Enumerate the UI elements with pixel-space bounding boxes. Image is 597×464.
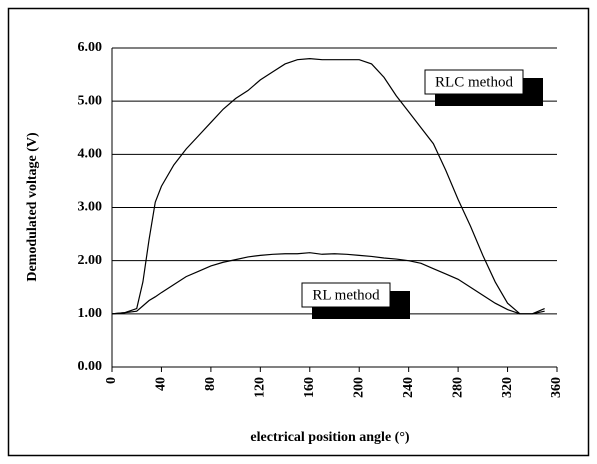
x-axis-label: electrical position angle (°) [250, 430, 410, 445]
y-tick-label: 3.00 [78, 200, 103, 215]
y-tick-label: 6.00 [78, 40, 103, 55]
y-tick-label: 4.00 [78, 147, 103, 162]
series-line [111, 58, 545, 315]
series-line [111, 252, 545, 315]
series-annotation: RL method [301, 282, 410, 319]
y-axis-label: Demodulated voltage (V) [25, 132, 40, 282]
x-tick-label: 360 [549, 377, 564, 398]
frame [7, 7, 590, 457]
annotation-label: RLC method [435, 74, 513, 90]
x-tick-label: 40 [154, 377, 169, 391]
y-tick-label: 0.00 [78, 359, 103, 374]
annotation-box [424, 69, 524, 95]
x-tick-label: 240 [401, 377, 416, 398]
annotation-label: RL method [312, 287, 380, 303]
y-tick-label: 5.00 [78, 93, 103, 108]
x-tick-label: 160 [302, 377, 317, 398]
x-tick-label: 320 [500, 377, 515, 398]
annotation-box [301, 282, 391, 308]
x-tick-label: 80 [203, 377, 218, 391]
x-tick-label: 120 [253, 377, 268, 398]
y-tick-label: 1.00 [78, 306, 103, 321]
series-annotation: RLC method [424, 69, 543, 106]
x-tick-label: 280 [450, 377, 465, 398]
x-tick-label: 200 [351, 377, 366, 398]
y-tick-label: 2.00 [78, 253, 103, 268]
x-tick-label: 0 [104, 377, 119, 384]
